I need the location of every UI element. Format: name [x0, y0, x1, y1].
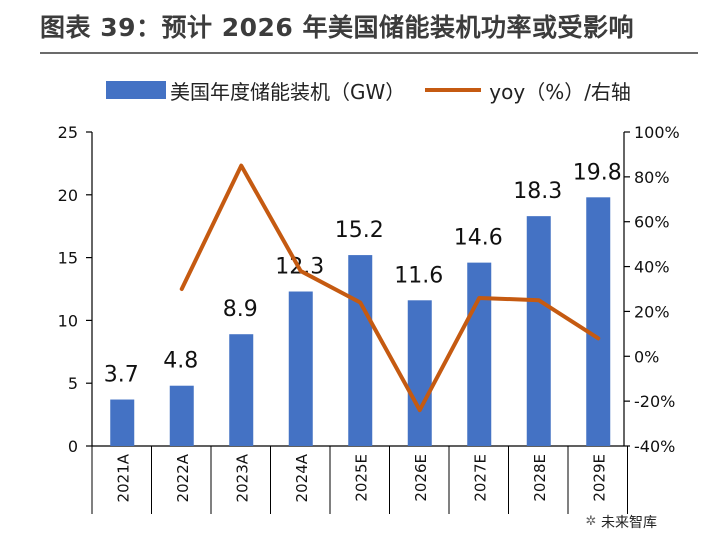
- x-axis-category-label: 2028E: [531, 454, 549, 502]
- right-axis-tick-label: 20%: [634, 302, 670, 321]
- x-axis-category-label: 2027E: [471, 454, 489, 502]
- x-axis-category-label: 2024A: [293, 453, 311, 502]
- bar-value-label: 15.2: [335, 218, 384, 243]
- left-axis-tick-label: 20: [58, 186, 78, 205]
- bar-2028E: [526, 216, 551, 446]
- right-axis-tick-label: -20%: [634, 392, 675, 411]
- title-divider: [40, 52, 698, 54]
- bar-2025E: [348, 255, 373, 446]
- left-axis-tick-label: 10: [58, 311, 78, 330]
- watermark-text: 未来智库: [601, 515, 657, 531]
- right-axis-tick-label: 60%: [634, 213, 670, 232]
- x-axis-category-label: 2025E: [352, 454, 370, 502]
- bar-2024A: [288, 291, 313, 446]
- legend-bar-swatch: [106, 81, 166, 99]
- right-axis-tick-label: 0%: [634, 347, 659, 366]
- bar-2021A: [110, 399, 135, 446]
- bar-value-label: 18.3: [513, 179, 562, 204]
- bar-2026E: [407, 300, 432, 446]
- watermark: ✲ 未来智库: [584, 512, 657, 532]
- right-axis-tick-label: 100%: [634, 123, 680, 142]
- yoy-line: [179, 163, 601, 413]
- bar-value-label: 8.9: [223, 297, 258, 322]
- bar-value-label: 4.8: [163, 349, 198, 374]
- bar-value-label: 14.6: [454, 226, 503, 251]
- legend-line-swatch: [425, 88, 482, 92]
- chart-title: 图表 39：预计 2026 年美国储能装机功率或受影响: [40, 13, 634, 42]
- x-axis-category-label: 2021A: [114, 453, 132, 502]
- bar-value-label: 11.6: [394, 263, 443, 288]
- bar-2023A: [229, 334, 254, 446]
- left-axis-tick-label: 25: [58, 123, 78, 142]
- watermark-logo-icon: ✲: [585, 514, 597, 529]
- right-axis-tick-label: 80%: [634, 168, 670, 187]
- bar-2022A: [169, 385, 194, 446]
- x-axis-category-label: 2026E: [412, 454, 430, 502]
- bar-value-label: 19.8: [573, 160, 622, 185]
- bar-2027E: [467, 262, 492, 446]
- left-axis-tick-label: 15: [58, 249, 78, 268]
- left-axis-tick-label: 0: [68, 437, 78, 456]
- x-axis-category-label: 2029E: [590, 454, 608, 502]
- bar-value-label: 3.7: [104, 363, 139, 388]
- right-axis-tick-label: -40%: [634, 437, 675, 456]
- x-axis-category-label: 2022A: [174, 453, 192, 502]
- x-axis-category-label: 2023A: [233, 453, 251, 502]
- left-axis-tick-label: 5: [68, 374, 78, 393]
- bar-2029E: [586, 197, 611, 446]
- right-axis-tick-label: 40%: [634, 258, 670, 277]
- legend-line-label: yoy（%）/右轴: [489, 79, 631, 104]
- legend-bar-label: 美国年度储能装机（GW）: [170, 79, 406, 104]
- legend: 美国年度储能装机（GW） yoy（%）/右轴: [106, 76, 631, 104]
